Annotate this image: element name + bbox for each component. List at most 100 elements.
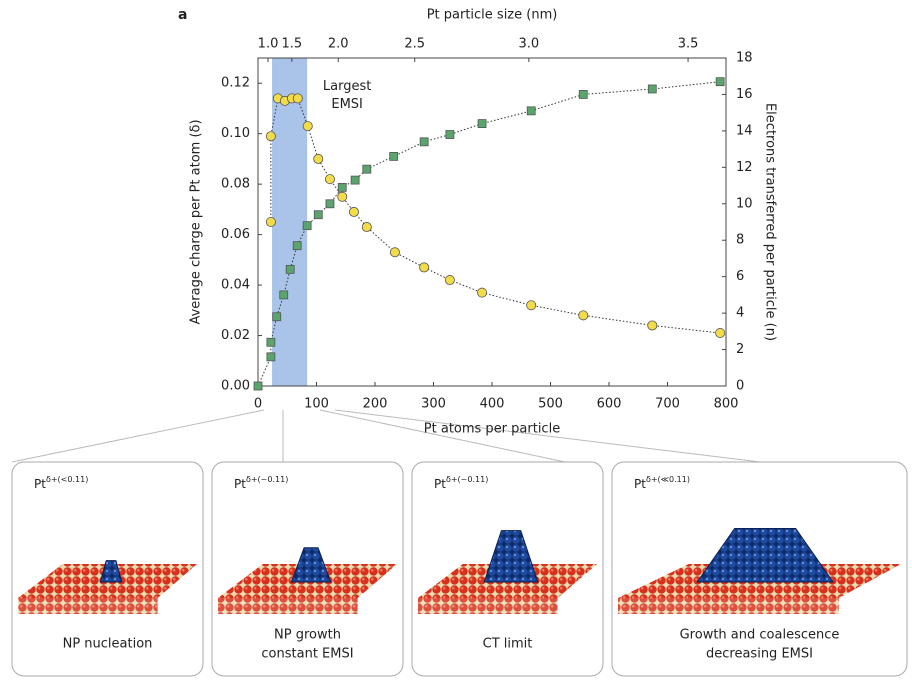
plot-frame: [257, 57, 727, 387]
x2-tick-label: 2.0: [328, 37, 349, 52]
panel-caption: decreasing EMSI: [706, 647, 813, 662]
y-tick-label: 0.12: [221, 76, 250, 91]
x-tick-label: 500: [538, 397, 563, 412]
point: [361, 222, 372, 233]
y-axis-label: Average charge per Pt atom (δ): [189, 119, 204, 324]
y2-tick-label: 18: [736, 51, 753, 66]
point: [337, 191, 348, 202]
x-tick-label: 700: [655, 397, 680, 412]
point: [266, 352, 276, 362]
annotation: Largest EMSI: [323, 79, 371, 112]
x2-tick-label: 3.5: [678, 37, 699, 52]
panel-caption: constant EMSI: [261, 647, 353, 662]
point: [477, 119, 487, 128]
point: [337, 182, 347, 192]
x-axis-label: Pt atoms per particle: [424, 422, 560, 437]
pt-particle: [99, 560, 123, 583]
x2-tick-label: 2.5: [404, 37, 425, 52]
point: [272, 312, 282, 322]
y-tick-label: 0.04: [221, 278, 250, 293]
point: [647, 84, 657, 94]
point: [279, 290, 289, 300]
panel-label: Ptδ+(≪0.11): [634, 475, 690, 491]
y2-tick-label: 10: [736, 196, 753, 211]
point: [362, 164, 372, 174]
panel-label-sup: δ+(<0.11): [46, 475, 88, 484]
support-slab-side: [418, 598, 558, 614]
point: [302, 121, 313, 132]
panel-label-sup: δ+(~0.11): [246, 475, 288, 484]
x-tick-label: 0: [254, 397, 262, 412]
y-tick-label: 0.10: [221, 126, 250, 141]
point: [526, 300, 537, 311]
point: [444, 275, 455, 286]
panel-caption: Growth and coalescence: [680, 628, 840, 643]
x-tick-label: 300: [421, 397, 446, 412]
y2-axis-label: Electrons transferred per particle (n): [763, 103, 778, 341]
pt-particle: [483, 530, 539, 583]
point: [302, 221, 312, 231]
highlight-band: [272, 58, 308, 386]
y2-tick-label: 6: [736, 269, 744, 284]
point: [313, 153, 324, 164]
point: [348, 206, 359, 217]
panel-label: Ptδ+(~0.11): [434, 475, 488, 491]
annotation-line: Largest: [323, 79, 371, 94]
x2-tick-label: 1.5: [282, 37, 303, 52]
panel-label: Ptδ+(~0.11): [234, 475, 288, 491]
panel-caption: CT limit: [483, 637, 533, 652]
y2-tick-label: 16: [736, 87, 753, 102]
point: [477, 287, 488, 298]
y2-tick-label: 0: [736, 379, 744, 394]
panel-label-sup: δ+(≪0.11): [646, 475, 690, 484]
y-tick-label: 0.00: [221, 379, 250, 394]
point: [526, 106, 536, 116]
panel-label-base: Pt: [34, 477, 46, 491]
pt-particle: [696, 528, 834, 583]
trend-line: [270, 97, 721, 334]
connector: [11, 409, 761, 463]
point: [292, 241, 302, 251]
point: [350, 175, 360, 185]
point: [285, 264, 295, 274]
x2-tick-label: 3.0: [518, 37, 539, 52]
y2-tick-label: 4: [736, 306, 744, 321]
point: [325, 199, 335, 209]
panel-label-base: Pt: [434, 477, 446, 491]
x2-axis-label: Pt particle size (nm): [427, 8, 558, 23]
point: [266, 337, 276, 347]
x-tick-label: 600: [597, 397, 622, 412]
point: [578, 310, 589, 321]
panel-label-sup: δ+(~0.11): [446, 475, 488, 484]
point: [578, 90, 588, 99]
point: [253, 381, 263, 391]
point: [313, 210, 323, 220]
pt-particle: [290, 547, 332, 583]
point: [292, 93, 303, 104]
x2-tick-label: 1.0: [258, 37, 279, 52]
panel-caption: NP growth: [274, 628, 341, 643]
y-tick-label: 0.02: [221, 328, 250, 343]
x-tick-label: 100: [304, 397, 329, 412]
point: [647, 320, 658, 331]
x-tick-label: 800: [714, 397, 739, 412]
point: [715, 77, 725, 87]
point: [715, 328, 726, 339]
trend-line: [257, 81, 721, 387]
point: [445, 130, 455, 139]
point: [265, 131, 276, 142]
figure-label: a: [178, 7, 187, 23]
point: [389, 247, 400, 258]
support-slab-side: [618, 598, 839, 614]
panel-label-base: Pt: [234, 477, 246, 491]
x-tick-label: 400: [480, 397, 505, 412]
support-slab-side: [218, 598, 358, 614]
x-tick-label: 200: [363, 397, 388, 412]
y-tick-label: 0.08: [221, 177, 250, 192]
y2-tick-label: 2: [736, 342, 744, 357]
panel-label-base: Pt: [634, 477, 646, 491]
panel-caption: NP nucleation: [63, 637, 153, 652]
